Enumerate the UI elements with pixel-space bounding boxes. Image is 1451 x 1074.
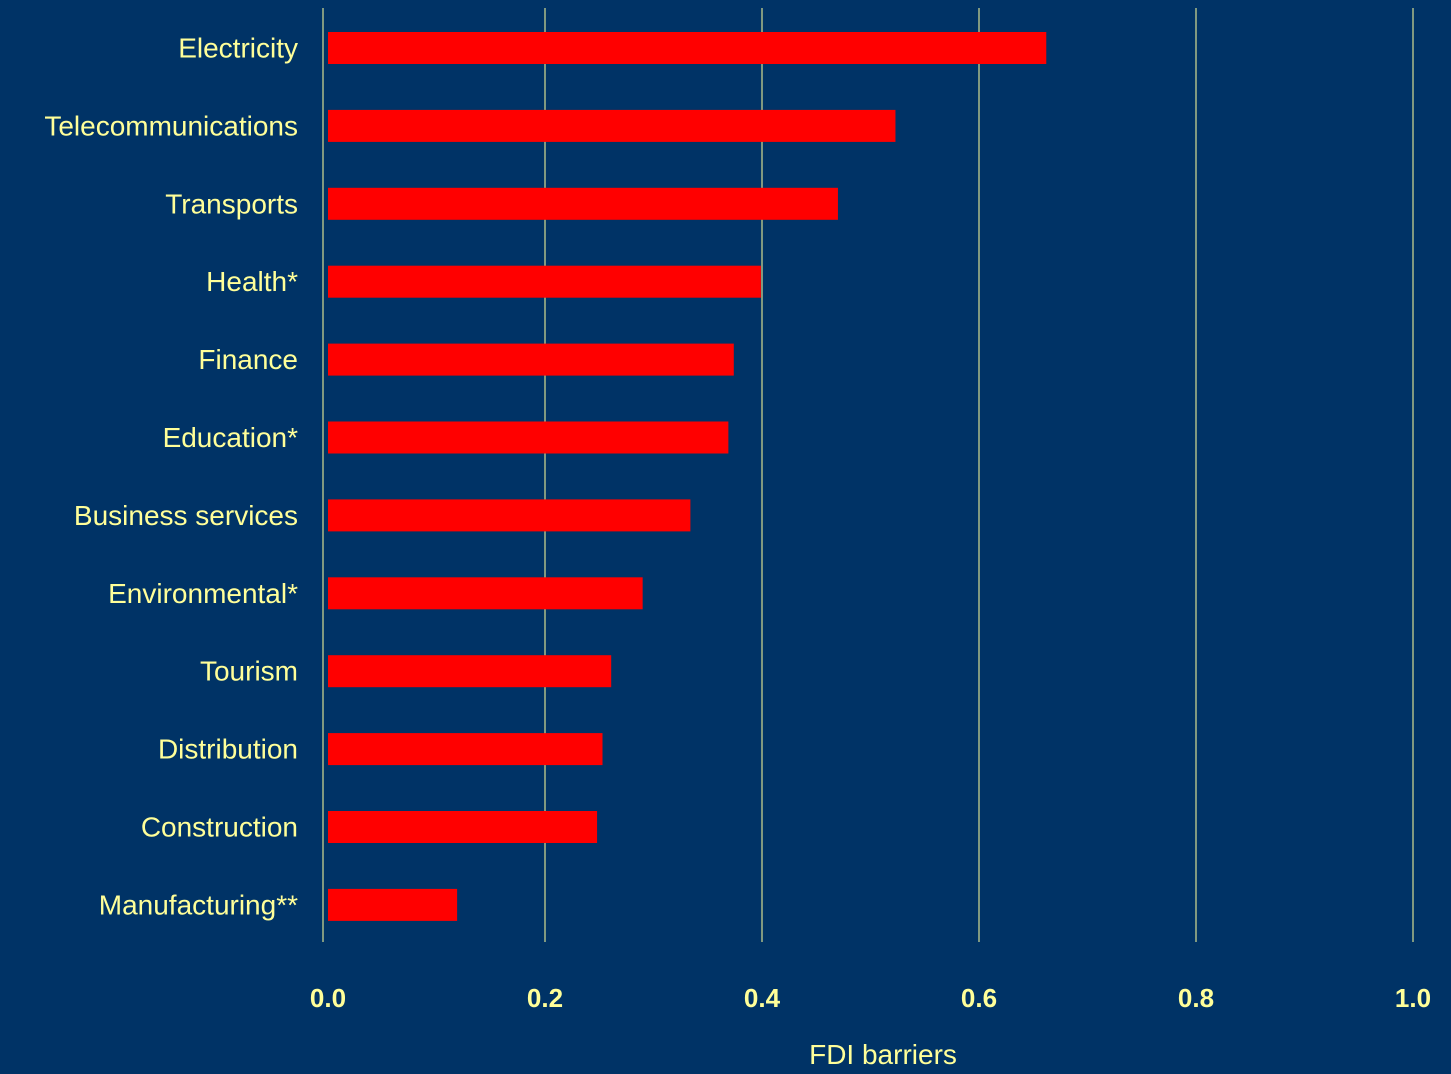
category-label: Electricity (178, 33, 298, 64)
category-label: Manufacturing** (99, 889, 298, 920)
category-label: Tourism (200, 656, 298, 687)
gridlines (322, 8, 1414, 942)
x-tick-label: 0.4 (744, 983, 781, 1013)
x-tick-label: 1.0 (1395, 983, 1431, 1013)
category-label: Health* (206, 266, 298, 297)
bar (328, 421, 729, 454)
category-label: Environmental* (108, 578, 298, 609)
bar (328, 733, 603, 766)
category-labels: Electricity Telecommunications Transports H… (44, 33, 298, 921)
bar (328, 109, 896, 142)
bar (328, 811, 598, 843)
bar (328, 343, 734, 376)
bar (328, 577, 643, 610)
category-label: Telecommunications (44, 110, 298, 141)
category-label: Transports (165, 188, 298, 219)
bar (328, 265, 761, 298)
bar (328, 655, 612, 688)
x-tick-label: 0.0 (310, 983, 346, 1013)
bar (328, 187, 838, 220)
bar (328, 888, 458, 921)
bars (328, 32, 1047, 921)
category-label: Finance (198, 344, 298, 375)
bar (328, 499, 691, 532)
x-tick-labels: 0.0 0.2 0.4 0.6 0.8 1.0 (310, 983, 1431, 1013)
x-tick-label: 0.2 (527, 983, 563, 1013)
category-label: Education* (163, 422, 299, 453)
x-tick-label: 0.8 (1178, 983, 1214, 1013)
bar (328, 32, 1047, 64)
x-axis-title: FDI barriers (809, 1039, 957, 1070)
category-label: Construction (141, 812, 298, 843)
category-label: Business services (74, 500, 298, 531)
category-label: Distribution (158, 734, 298, 765)
x-tick-label: 0.6 (961, 983, 997, 1013)
